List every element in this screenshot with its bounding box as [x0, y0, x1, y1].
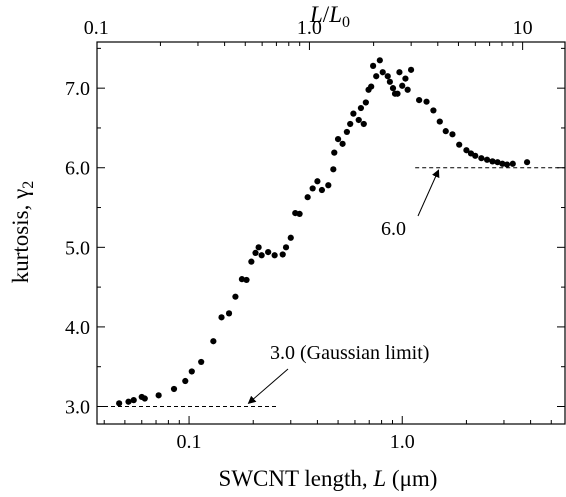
data-point [436, 118, 443, 125]
data-points [116, 57, 531, 407]
data-point [125, 398, 132, 405]
data-point [503, 161, 511, 168]
data-point [463, 147, 470, 154]
x-axis-ticks: 0.1 1.0 [103, 416, 552, 453]
annotation-label: 6.0 [381, 218, 406, 240]
data-point [402, 75, 409, 82]
x-axis-label: SWCNT length, L (μm) [219, 466, 438, 491]
data-point [483, 156, 491, 163]
data-point [523, 159, 531, 166]
data-point [296, 210, 303, 217]
data-point [404, 86, 411, 93]
y-tick-label: 7.0 [65, 78, 90, 100]
data-point [271, 252, 278, 259]
y-tick-label: 4.0 [65, 317, 90, 339]
y-axis-ticks: 3.0 4.0 5.0 6.0 7.0 [65, 47, 565, 418]
data-point [423, 98, 430, 105]
data-point [379, 69, 386, 76]
data-point [182, 377, 189, 385]
data-point [141, 395, 148, 402]
y-tick-label: 3.0 [65, 396, 90, 418]
data-point [304, 194, 311, 201]
y-tick-label: 6.0 [65, 158, 90, 180]
annotation-arrow [417, 169, 440, 217]
data-point [355, 116, 362, 124]
data-point [155, 392, 162, 399]
data-point [334, 135, 342, 143]
data-point [499, 160, 506, 167]
plot-frame [96, 41, 566, 425]
x-tick-label: 0.1 [177, 431, 202, 453]
data-point [362, 99, 369, 106]
x-tick-label: 1.0 [390, 431, 415, 453]
data-point [225, 310, 233, 317]
data-point [389, 85, 397, 92]
data-point [370, 62, 377, 69]
data-point [325, 182, 332, 189]
data-point [255, 244, 262, 251]
data-point [376, 57, 383, 64]
data-point [282, 244, 290, 251]
data-point [416, 96, 423, 104]
data-point [248, 258, 255, 265]
data-point [360, 120, 367, 128]
data-point [494, 159, 501, 166]
annotation-arrow [247, 368, 289, 404]
data-point [258, 252, 265, 259]
data-point [347, 120, 354, 128]
data-point [396, 69, 403, 76]
data-point [442, 128, 449, 135]
data-point [399, 82, 406, 89]
data-point [343, 128, 350, 136]
data-point [368, 83, 375, 90]
data-point [430, 107, 437, 114]
annotations: 3.0 (Gaussian limit) 6.0 [247, 169, 440, 404]
data-point [386, 78, 393, 85]
data-point [373, 73, 380, 80]
data-point [407, 66, 415, 73]
data-point [509, 160, 516, 167]
data-point [449, 131, 456, 138]
data-point [243, 276, 250, 284]
data-point [330, 166, 337, 173]
top-axis-label: L/L0 [309, 2, 350, 31]
data-point [478, 155, 485, 162]
data-point [331, 149, 338, 156]
data-point [287, 234, 294, 241]
data-point [238, 276, 246, 283]
data-point [350, 110, 357, 117]
data-point [489, 158, 496, 165]
data-point [218, 314, 225, 321]
y-tick-label: 5.0 [65, 237, 90, 259]
y-axis-label: kurtosis, γ2 [8, 181, 37, 284]
data-point [265, 249, 272, 256]
top-tick-label: 0.1 [84, 17, 109, 39]
data-point [188, 368, 195, 375]
data-point [232, 293, 239, 300]
data-point [394, 90, 401, 97]
data-point [309, 185, 316, 192]
data-point [384, 73, 391, 80]
top-tick-label: 10 [513, 17, 533, 39]
annotation-label: 3.0 (Gaussian limit) [270, 342, 429, 364]
data-point [170, 385, 178, 393]
reference-lines [97, 167, 565, 407]
data-point [314, 178, 321, 185]
data-point [252, 249, 259, 256]
data-point [279, 251, 286, 258]
data-point [198, 358, 205, 366]
data-point [318, 186, 326, 194]
data-point [210, 338, 217, 345]
data-point [456, 141, 463, 148]
top-tick-label: 1.0 [297, 17, 322, 39]
data-point [116, 400, 123, 407]
data-point [339, 140, 346, 147]
data-point [472, 152, 479, 159]
data-point [357, 104, 365, 112]
top-axis-ticks: 0.1 1.0 10 [84, 17, 533, 50]
data-point [130, 397, 137, 404]
